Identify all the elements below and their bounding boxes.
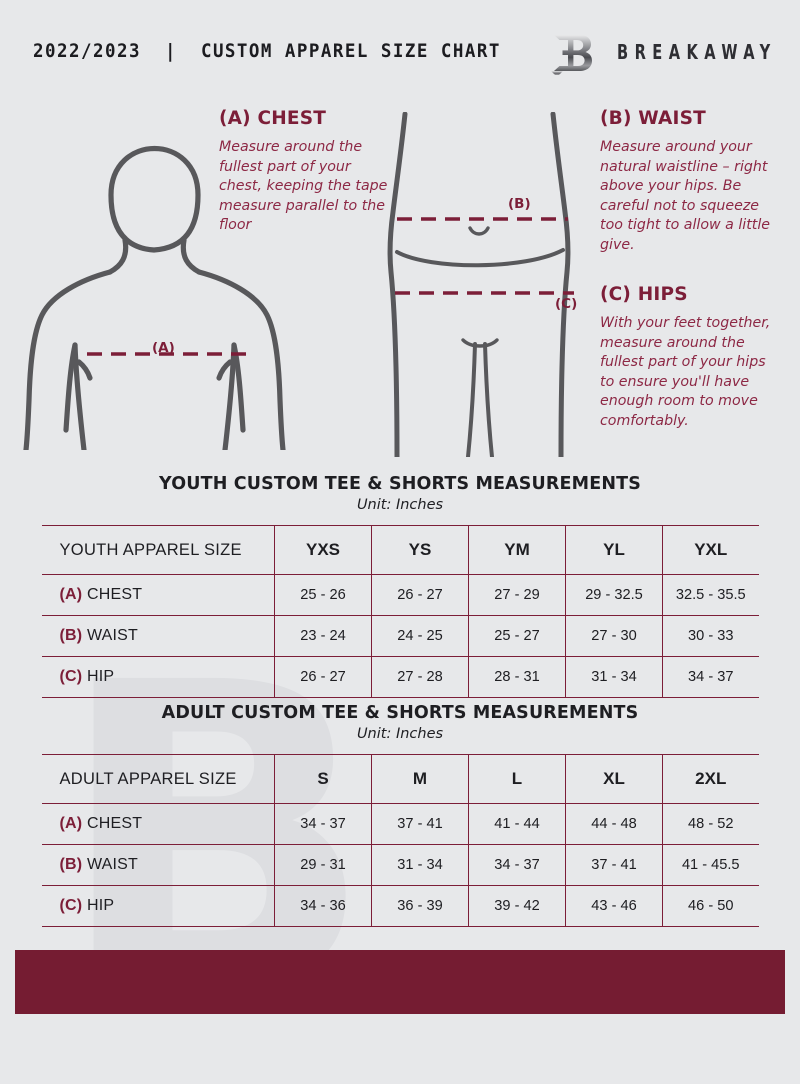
measurement-row-label: (B) WAIST bbox=[41, 844, 275, 886]
info-block-chest: (A) CHEST Measure around the fullest par… bbox=[219, 108, 394, 236]
measurement-cell: 44 - 48 bbox=[565, 803, 663, 845]
measurement-cell: 37 - 41 bbox=[371, 803, 469, 845]
measurement-cell: 41 - 44 bbox=[468, 803, 566, 845]
measurement-cell: 23 - 24 bbox=[274, 615, 372, 657]
info-block-hips: (C) HIPS With your feet together, measur… bbox=[600, 284, 778, 432]
measurement-cell: 34 - 36 bbox=[274, 885, 372, 927]
size-header-cell: YXS bbox=[274, 525, 372, 575]
measurement-row-label: (B) WAIST bbox=[41, 615, 275, 657]
measurement-cell: 29 - 31 bbox=[274, 844, 372, 886]
page-title: 2022/2023 | CUSTOM APPAREL SIZE CHART bbox=[33, 40, 501, 62]
measurement-row-label: (A) CHEST bbox=[41, 574, 275, 616]
table-header-row: YOUTH APPAREL SIZE YXS YS YM YL YXL bbox=[41, 525, 759, 575]
measurement-cell: 26 - 27 bbox=[371, 574, 469, 616]
youth-table-unit: Unit: Inches bbox=[356, 497, 444, 513]
youth-table-body: YOUTH APPAREL SIZE YXS YS YM YL YXL (A) CHEST 2… bbox=[41, 525, 759, 698]
measurement-cell: 31 - 34 bbox=[565, 656, 663, 698]
size-column-header: ADULT APPAREL SIZE bbox=[41, 754, 275, 804]
brand-wordmark: BREAKAWAY bbox=[617, 41, 777, 65]
measurement-marker: (B) bbox=[59, 856, 83, 873]
info-heading-waist: (B) WAIST bbox=[600, 108, 706, 129]
info-body-chest: Measure around the fullest part of your … bbox=[219, 139, 388, 234]
size-header-cell: L bbox=[468, 754, 566, 804]
measurement-row-label: (C) HIP bbox=[41, 885, 275, 927]
hips-measure-label: (C) bbox=[555, 296, 578, 312]
breakaway-b-logo-icon bbox=[551, 35, 592, 75]
youth-size-table: YOUTH APPAREL SIZE YXS YS YM YL YXL (A) CHEST 2… bbox=[41, 525, 759, 698]
size-header-cell: S bbox=[274, 754, 372, 804]
measurement-cell: 26 - 27 bbox=[274, 656, 372, 698]
waist-measure-line bbox=[397, 217, 568, 221]
measurement-marker: (C) bbox=[59, 897, 83, 914]
measurement-cell: 25 - 27 bbox=[468, 615, 566, 657]
table-row: (C) HIP 26 - 27 27 - 28 28 - 31 31 - 34 34 - … bbox=[41, 656, 759, 698]
measurement-cell: 41 - 45.5 bbox=[662, 844, 759, 886]
measurement-cell: 34 - 37 bbox=[274, 803, 372, 845]
measurement-row-label: (C) HIP bbox=[41, 656, 275, 698]
adult-size-table-block: ADULT CUSTOM TEE & SHORTS MEASUREMENTS U… bbox=[0, 703, 800, 927]
info-heading-chest: (A) CHEST bbox=[219, 108, 327, 129]
measurement-cell: 28 - 31 bbox=[468, 656, 566, 698]
table-row: (C) HIP 34 - 36 36 - 39 39 - 42 43 - 46 46 - … bbox=[41, 885, 759, 927]
upper-body-torso-illustration bbox=[23, 146, 286, 450]
measurement-cell: 31 - 34 bbox=[371, 844, 469, 886]
youth-table-title: YOUTH CUSTOM TEE & SHORTS MEASUREMENTS bbox=[159, 474, 641, 494]
measurement-marker: (A) bbox=[59, 815, 83, 832]
info-heading-hips: (C) HIPS bbox=[600, 284, 688, 305]
size-header-cell: 2XL bbox=[662, 754, 759, 804]
measurement-cell: 27 - 30 bbox=[565, 615, 663, 657]
measurement-cell: 43 - 46 bbox=[565, 885, 663, 927]
table-row: (B) WAIST 29 - 31 31 - 34 34 - 37 37 - 41 41 … bbox=[41, 844, 759, 886]
adult-size-table: ADULT APPAREL SIZE S M L XL 2XL (A) CHEST 34 - … bbox=[41, 754, 759, 927]
size-column-header: YOUTH APPAREL SIZE bbox=[41, 525, 275, 575]
youth-size-table-block: YOUTH CUSTOM TEE & SHORTS MEASUREMENTS U… bbox=[0, 474, 800, 698]
measurement-cell: 24 - 25 bbox=[371, 615, 469, 657]
table-row: (A) CHEST 34 - 37 37 - 41 41 - 44 44 - 48 48 … bbox=[41, 803, 759, 845]
measurement-cell: 48 - 52 bbox=[662, 803, 759, 845]
table-row: (A) CHEST 25 - 26 26 - 27 27 - 29 29 - 32.5 3… bbox=[41, 574, 759, 616]
size-header-cell: YS bbox=[371, 525, 469, 575]
measurement-cell: 36 - 39 bbox=[371, 885, 469, 927]
info-block-waist: (B) WAIST Measure around your natural wa… bbox=[600, 108, 778, 256]
measurement-cell: 46 - 50 bbox=[662, 885, 759, 927]
size-header-cell: M bbox=[371, 754, 469, 804]
size-header-cell: YL bbox=[565, 525, 663, 575]
table-header-row: ADULT APPAREL SIZE S M L XL 2XL bbox=[41, 754, 759, 804]
info-body-hips: With your feet together, measure around … bbox=[600, 315, 771, 429]
measurement-cell: 27 - 28 bbox=[371, 656, 469, 698]
chest-measure-line bbox=[87, 352, 248, 356]
size-header-cell: YXL bbox=[662, 525, 759, 575]
adult-table-body: ADULT APPAREL SIZE S M L XL 2XL (A) CHEST 34 - … bbox=[41, 754, 759, 927]
measurement-cell: 37 - 41 bbox=[565, 844, 663, 886]
info-body-waist: Measure around your natural waistline – … bbox=[600, 139, 771, 253]
measurement-cell: 34 - 37 bbox=[662, 656, 759, 698]
page-header: 2022/2023 | CUSTOM APPAREL SIZE CHART BR… bbox=[0, 0, 800, 92]
footer-accent-bar bbox=[15, 950, 785, 1014]
measurement-cell: 30 - 33 bbox=[662, 615, 759, 657]
measurement-cell: 27 - 29 bbox=[468, 574, 566, 616]
measurement-marker: (C) bbox=[59, 668, 83, 685]
measurement-row-label: (A) CHEST bbox=[41, 803, 275, 845]
measurement-marker: (A) bbox=[59, 586, 83, 603]
size-header-cell: XL bbox=[565, 754, 663, 804]
size-header-cell: YM bbox=[468, 525, 566, 575]
measurement-cell: 34 - 37 bbox=[468, 844, 566, 886]
measurement-cell: 39 - 42 bbox=[468, 885, 566, 927]
waist-measure-label: (B) bbox=[508, 196, 531, 212]
hips-measure-line bbox=[395, 291, 574, 295]
measurement-cell: 29 - 32.5 bbox=[565, 574, 663, 616]
measurement-marker: (B) bbox=[59, 627, 83, 644]
adult-table-unit: Unit: Inches bbox=[356, 726, 444, 742]
measurement-cell: 32.5 - 35.5 bbox=[662, 574, 759, 616]
chest-measure-label: (A) bbox=[152, 340, 175, 356]
adult-table-title: ADULT CUSTOM TEE & SHORTS MEASUREMENTS bbox=[161, 703, 639, 723]
table-row: (B) WAIST 23 - 24 24 - 25 25 - 27 27 - 30 30 … bbox=[41, 615, 759, 657]
lower-body-hips-illustration bbox=[387, 112, 571, 457]
measurement-cell: 25 - 26 bbox=[274, 574, 372, 616]
